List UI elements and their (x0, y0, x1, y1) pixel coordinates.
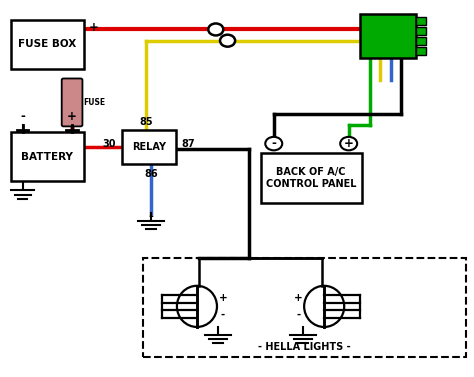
Text: +: + (219, 293, 227, 303)
Bar (121, 130, 176, 164)
Text: 86: 86 (144, 169, 158, 179)
Circle shape (220, 35, 235, 47)
Text: -: - (148, 210, 154, 223)
Text: +: + (344, 137, 354, 150)
Bar (416, 17, 427, 25)
Text: - HELLA LIGHTS -: - HELLA LIGHTS - (258, 342, 350, 352)
Text: -: - (271, 137, 276, 150)
Circle shape (265, 137, 282, 150)
FancyBboxPatch shape (62, 78, 82, 126)
Bar (359, 14, 416, 58)
Text: FUSE: FUSE (83, 98, 106, 107)
Text: +: + (294, 293, 302, 303)
Text: -: - (20, 110, 25, 123)
Bar (11, 132, 84, 181)
Bar (261, 153, 362, 204)
Bar (416, 27, 427, 35)
Text: 30: 30 (102, 139, 116, 149)
Text: -: - (296, 310, 301, 320)
Text: +: + (67, 110, 77, 123)
Bar (416, 47, 427, 55)
Text: -: - (221, 310, 225, 320)
Text: 87: 87 (182, 139, 195, 149)
Text: BACK OF A/C
CONTROL PANEL: BACK OF A/C CONTROL PANEL (266, 167, 356, 189)
Circle shape (340, 137, 357, 150)
Text: 85: 85 (139, 117, 153, 127)
Text: FUSE BOX: FUSE BOX (18, 40, 76, 49)
Text: RELAY: RELAY (132, 143, 165, 152)
Text: BATTERY: BATTERY (21, 152, 73, 162)
Bar (416, 37, 427, 45)
Circle shape (208, 23, 223, 35)
Text: +: + (89, 21, 99, 34)
Bar (11, 20, 84, 69)
Bar (143, 258, 465, 357)
